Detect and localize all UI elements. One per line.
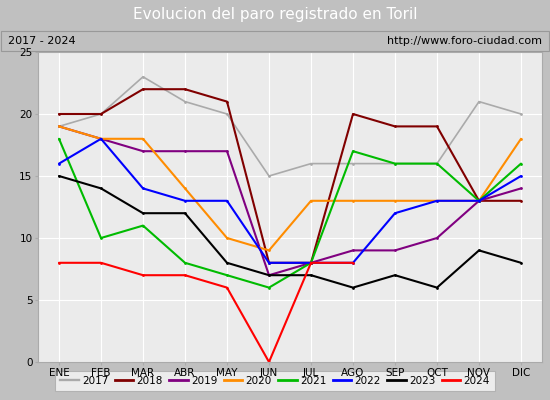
Text: Evolucion del paro registrado en Toril: Evolucion del paro registrado en Toril [133,8,417,22]
Legend: 2017, 2018, 2019, 2020, 2021, 2022, 2023, 2024: 2017, 2018, 2019, 2020, 2021, 2022, 2023… [55,371,495,391]
Text: 2017 - 2024: 2017 - 2024 [8,36,76,46]
Text: http://www.foro-ciudad.com: http://www.foro-ciudad.com [387,36,542,46]
